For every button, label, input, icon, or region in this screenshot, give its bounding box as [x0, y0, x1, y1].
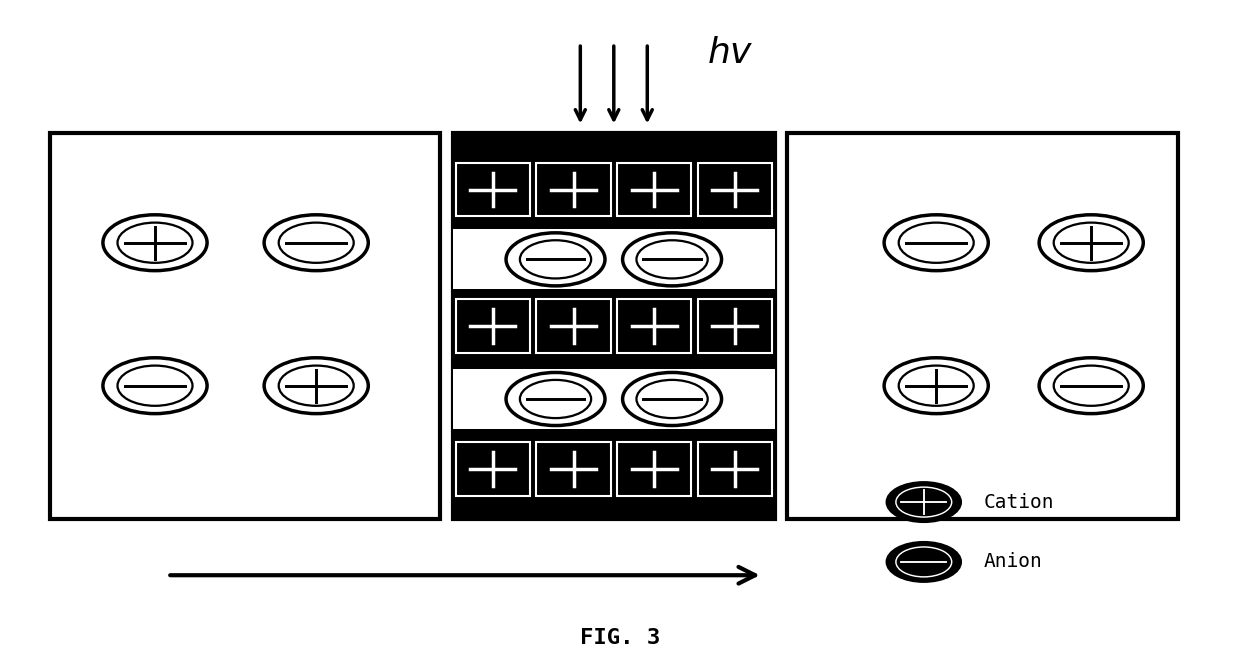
Bar [618, 299, 691, 352]
Bar [698, 163, 771, 217]
Bar [618, 163, 691, 217]
Bar [537, 163, 610, 217]
Circle shape [887, 482, 961, 522]
Circle shape [884, 358, 988, 414]
Circle shape [887, 542, 961, 582]
Bar [698, 299, 771, 352]
Text: Cation: Cation [983, 493, 1054, 511]
Circle shape [264, 215, 368, 271]
Circle shape [1039, 358, 1143, 414]
Bar [453, 229, 775, 289]
Bar [618, 442, 691, 496]
Text: FIG. 3: FIG. 3 [580, 628, 660, 648]
Text: $hv$: $hv$ [707, 36, 754, 70]
Bar [787, 133, 1178, 519]
Circle shape [506, 372, 605, 426]
Circle shape [103, 215, 207, 271]
Text: Anion: Anion [983, 553, 1042, 571]
Circle shape [884, 215, 988, 271]
Bar [456, 442, 529, 496]
Bar [453, 133, 775, 519]
Circle shape [622, 233, 722, 286]
Circle shape [264, 358, 368, 414]
Circle shape [622, 372, 722, 426]
Circle shape [506, 233, 605, 286]
Circle shape [1039, 215, 1143, 271]
Bar [453, 369, 775, 429]
Bar [537, 299, 610, 352]
Bar [456, 299, 529, 352]
Circle shape [103, 358, 207, 414]
Bar [537, 442, 610, 496]
Bar [698, 442, 771, 496]
Bar [50, 133, 440, 519]
Bar [456, 163, 529, 217]
